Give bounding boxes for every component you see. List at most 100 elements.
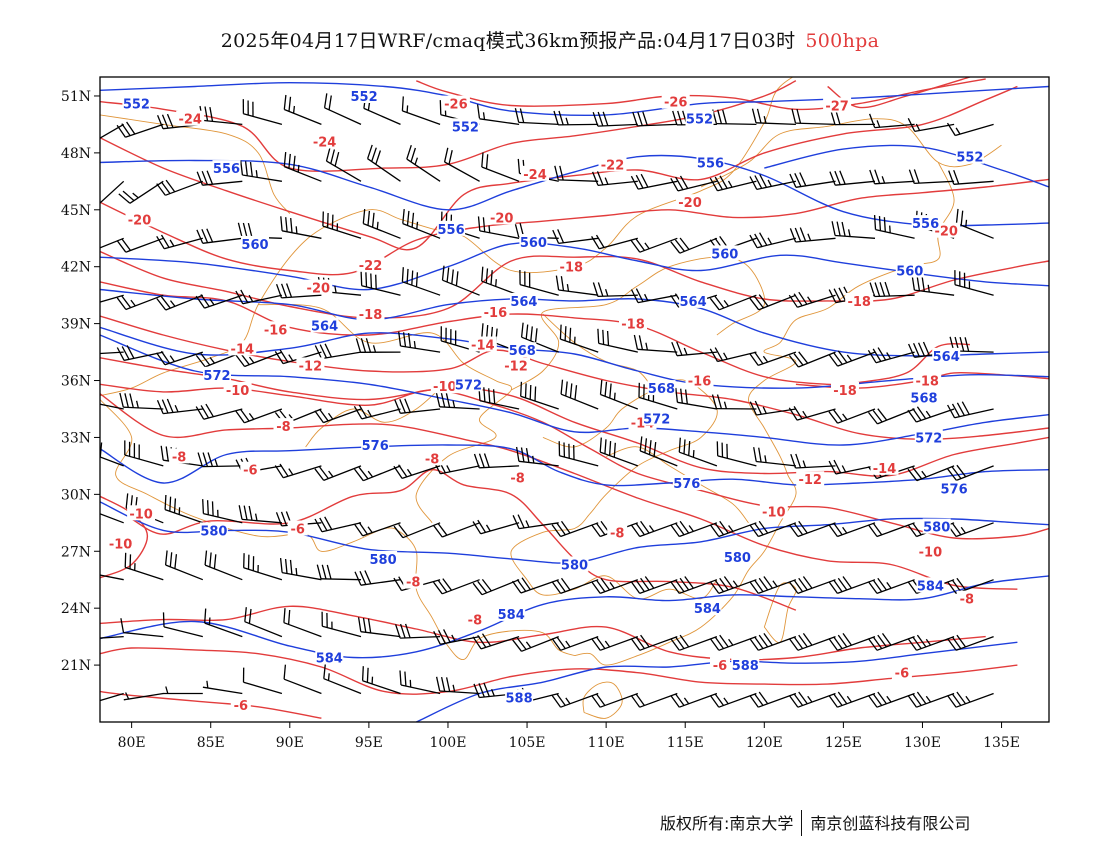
height-contour-label: 580: [370, 553, 397, 568]
wind-barb: [244, 607, 283, 638]
wind-barb: [788, 406, 836, 421]
boundary-line: [510, 256, 766, 391]
wind-barb: [202, 499, 243, 524]
wind-barb: [709, 175, 757, 192]
height-contour-label-bg: [361, 437, 390, 452]
temperature-contour-label-bg: [403, 573, 424, 589]
wind-barb: [435, 676, 480, 695]
height-contour-label: 572: [915, 431, 942, 446]
lat-tick-label: 27N: [61, 544, 91, 560]
temperature-contour-label-bg: [287, 520, 308, 536]
wind-barb: [716, 441, 757, 467]
height-contour-label: 580: [200, 524, 227, 539]
wind-barb: [323, 93, 362, 125]
wind-barb: [321, 611, 362, 638]
lon-tick-label: 105E: [509, 735, 546, 751]
temperature-contour-label: -8: [610, 526, 624, 541]
height-contour-label: 552: [686, 113, 713, 128]
wind-barb: [553, 110, 599, 126]
temperature-contour-label: -14: [471, 339, 495, 354]
temperature-contour-label-bg: [310, 133, 339, 149]
temperature-contour-label: -8: [276, 420, 290, 435]
temperature-contour-label-bg: [228, 340, 257, 356]
temperature-contour-label-bg: [507, 469, 528, 485]
contour-labels: -26 -26 -27 -24 -24 -24 -22 -22 -20 -20 -20 -20 -20 -…: [106, 88, 984, 714]
height-contour-label-bg: [922, 518, 951, 534]
height-contour-line: [764, 144, 1049, 188]
wind-barb: [156, 179, 204, 196]
wind-barb: [599, 437, 639, 467]
height-contour-label: 556: [213, 162, 240, 177]
temperature-contour-label: -22: [359, 259, 383, 274]
wind-barb: [829, 170, 876, 186]
height-contour-label-bg: [916, 577, 945, 593]
temperature-contour-label: -16: [264, 323, 288, 338]
wind-barb: [393, 464, 441, 480]
height-contour-label-bg: [647, 380, 676, 396]
wind-barb: [394, 398, 441, 414]
wind-barb: [907, 406, 955, 423]
temperature-contour-label: -18: [560, 261, 584, 276]
wind-barb: [280, 216, 322, 239]
wind-barb: [204, 550, 243, 581]
wind-barb: [519, 269, 559, 296]
wind-barb: [472, 633, 520, 650]
wind-barb: [749, 232, 797, 249]
wind-barb: [164, 550, 204, 581]
wind-barb: [401, 96, 441, 126]
wind-barb: [196, 228, 243, 244]
height-contour-label: 572: [643, 413, 670, 428]
height-contour-label: 584: [917, 579, 944, 594]
wind-barb: [560, 379, 599, 410]
wind-barb: [789, 172, 836, 188]
wind-barb: [947, 401, 994, 419]
boundary-line: [582, 681, 623, 719]
height-contour-label-bg: [497, 605, 526, 621]
temperature-contour-label-bg: [759, 503, 788, 519]
lat-tick-label: 48N: [61, 146, 91, 162]
wind-barb: [830, 110, 876, 126]
wind-barb: [751, 108, 796, 126]
wind-barb: [599, 379, 639, 410]
temperature-contour-label-bg: [557, 258, 586, 274]
height-contour-label: 556: [697, 156, 724, 171]
height-contour-label: 584: [498, 608, 525, 623]
wind-barb: [955, 208, 994, 239]
temperature-contour-line: [100, 178, 1049, 276]
wind-barb: [907, 634, 955, 651]
wind-barb: [552, 229, 599, 245]
footer-credits: 版权所有:南京大学 南京创蓝科技有限公司: [660, 809, 970, 838]
wind-barb: [907, 118, 955, 133]
wind-barb: [283, 152, 322, 182]
temperature-contour-label-bg: [441, 95, 470, 111]
wind-barb: [242, 667, 283, 695]
wind-barb: [749, 520, 797, 538]
height-contour-label: 580: [724, 551, 751, 566]
wind-barb: [828, 408, 876, 424]
wind-barb: [366, 144, 401, 182]
wind-barb: [124, 440, 164, 467]
wind-barb: [828, 350, 876, 367]
wind-barb: [362, 209, 401, 239]
wind-barb: [199, 105, 243, 126]
temperature-contour-label: -6: [234, 699, 248, 714]
boundary-line: [305, 380, 449, 448]
height-contour-label-bg: [199, 522, 228, 538]
lat-tick-label: 42N: [61, 260, 91, 276]
wind-barb: [911, 275, 955, 296]
lat-tick-label: 51N: [61, 89, 91, 105]
temperature-contour-label: -8: [172, 450, 186, 465]
wind-barb: [402, 209, 441, 239]
height-contour-line: [100, 501, 1049, 564]
wind-barb: [314, 408, 362, 424]
temperature-contour-label-bg: [422, 450, 443, 466]
lon-tick-label: 100E: [429, 735, 466, 751]
temperature-contour-label: -26: [444, 98, 468, 113]
temperature-contour-label-bg: [464, 611, 485, 627]
wind-barb: [554, 165, 599, 182]
height-contour-label: 556: [912, 217, 939, 232]
lat-tick-label: 33N: [61, 430, 91, 446]
wind-barb: [275, 283, 322, 299]
height-contour-label: 576: [673, 477, 700, 492]
temperature-contour-label-bg: [913, 372, 942, 388]
